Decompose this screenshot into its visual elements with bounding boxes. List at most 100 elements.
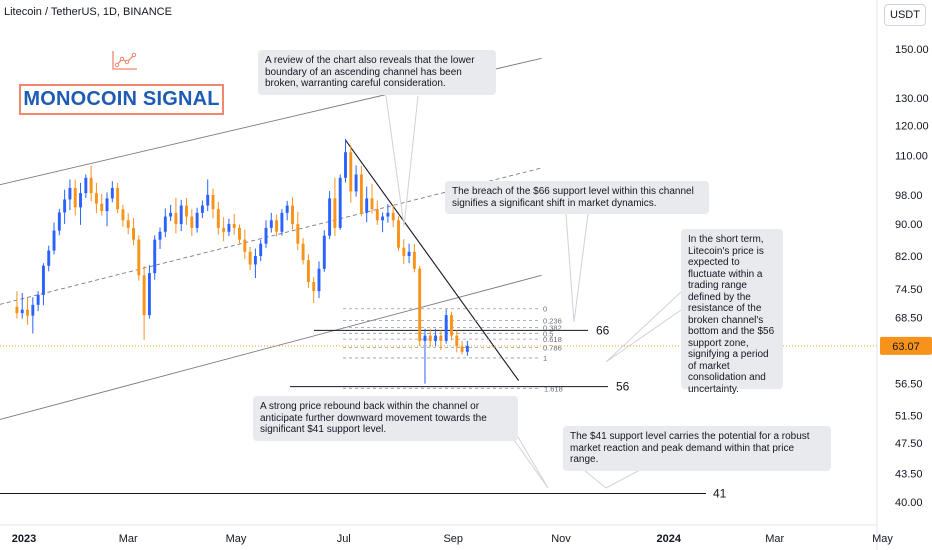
- candle-body: [412, 251, 416, 269]
- candle-body: [370, 198, 374, 210]
- candle-body: [206, 194, 210, 206]
- support-level-label: 56: [616, 380, 630, 394]
- candle-body: [100, 203, 104, 211]
- candle-body: [142, 275, 146, 316]
- x-tick-label: 2024: [657, 533, 682, 545]
- candle-body: [57, 212, 61, 231]
- annotation-pointer: [565, 213, 589, 323]
- y-tick-label: 110.00: [895, 150, 928, 162]
- candle-body: [116, 187, 120, 210]
- candle-body: [232, 224, 236, 228]
- y-tick-label: 150.00: [895, 44, 929, 56]
- annotation-41-support: The $41 support level carries the potent…: [563, 426, 831, 471]
- candle-body: [185, 205, 188, 217]
- fib-level-label: 0.382: [543, 324, 562, 333]
- annotation-pointer: [511, 436, 549, 489]
- y-tick-label: 90.00: [895, 219, 923, 231]
- annotation-short-term: In the short term, Litecoin's price is e…: [681, 229, 783, 395]
- y-tick-label: 47.50: [895, 438, 923, 450]
- candle-body: [126, 220, 130, 228]
- candle-body: [121, 209, 125, 221]
- annotation-pointer: [385, 95, 419, 227]
- fib-level-label: 0.618: [543, 335, 562, 344]
- fib-level-label: 0: [543, 305, 547, 314]
- candle-body: [63, 199, 67, 213]
- candle-body: [354, 174, 358, 192]
- fib-level-label: 1: [543, 354, 547, 363]
- candle-body: [264, 227, 268, 244]
- current-price-badge: [880, 336, 932, 355]
- candle-body: [306, 260, 310, 283]
- x-tick-label: May: [226, 533, 247, 545]
- candle-body: [20, 309, 24, 314]
- candle-body: [248, 251, 252, 265]
- candle-body: [386, 212, 390, 217]
- candle-body: [132, 227, 135, 240]
- candle-body: [465, 345, 469, 352]
- candle-body: [397, 220, 400, 248]
- candle-body: [227, 224, 231, 232]
- candle-body: [200, 205, 204, 213]
- y-tick-label: 98.00: [895, 190, 923, 202]
- x-tick-label: 2023: [12, 533, 36, 545]
- candle-body: [89, 177, 93, 194]
- fib-level-label: 0.5: [543, 329, 553, 338]
- candle-body: [211, 194, 215, 210]
- candle-body: [407, 251, 411, 256]
- candle-body: [36, 294, 40, 305]
- channel-lower-line: [0, 274, 542, 420]
- candle-body: [169, 212, 173, 217]
- support-level-label: 41: [713, 487, 727, 501]
- candle-body: [444, 315, 448, 341]
- candle-body: [333, 198, 337, 228]
- y-tick-label: 130.00: [895, 93, 929, 105]
- candle-body: [391, 212, 395, 221]
- candle-body: [243, 239, 247, 252]
- candle-body: [428, 335, 432, 341]
- candle-body: [179, 205, 183, 225]
- candle-body: [402, 247, 406, 256]
- candle-body: [68, 187, 72, 200]
- symbol-title[interactable]: Litecoin / TetherUS, 1D, BINANCE: [4, 6, 172, 18]
- candle-body: [285, 205, 289, 213]
- candle-body: [338, 177, 342, 228]
- candle-body: [174, 212, 178, 225]
- y-tick-label: 68.50: [895, 313, 923, 325]
- candle-body: [79, 193, 82, 208]
- candle-body: [381, 216, 385, 221]
- candle-body: [147, 273, 151, 316]
- candle-body: [31, 304, 35, 316]
- candle-body: [84, 177, 88, 194]
- candle-body: [259, 243, 263, 256]
- candle-body: [195, 212, 199, 228]
- candle-body: [238, 227, 241, 240]
- fib-level-label: 1.618: [544, 384, 563, 393]
- annotation-66-breach: The breach of the $66 support level with…: [445, 181, 709, 214]
- candle-body: [455, 335, 459, 347]
- x-tick-label: Sep: [443, 533, 463, 545]
- candle-body: [418, 268, 422, 341]
- candle-body: [450, 315, 453, 336]
- y-tick-label: 74.50: [895, 284, 923, 296]
- currency-badge[interactable]: USDT: [884, 4, 926, 26]
- x-tick-label: Nov: [551, 533, 571, 545]
- candle-body: [423, 335, 427, 341]
- candle-body: [15, 306, 19, 314]
- candle-body: [375, 209, 379, 221]
- candle-body: [460, 346, 464, 352]
- candle-body: [328, 198, 332, 236]
- candle-body: [190, 216, 194, 228]
- y-tick-label: 56.50: [895, 379, 923, 391]
- candle-body: [317, 268, 321, 292]
- descending-trendline: [345, 139, 520, 381]
- x-tick-label: May: [872, 533, 893, 545]
- candle-body: [349, 152, 353, 192]
- brand-logo: MONOCOIN SIGNAL: [19, 84, 224, 115]
- y-tick-label: 120.00: [895, 120, 929, 132]
- candle-body: [216, 209, 220, 228]
- candle-body: [52, 230, 56, 251]
- candle-body: [47, 250, 51, 266]
- candle-body: [280, 212, 284, 232]
- candle-body: [344, 152, 347, 178]
